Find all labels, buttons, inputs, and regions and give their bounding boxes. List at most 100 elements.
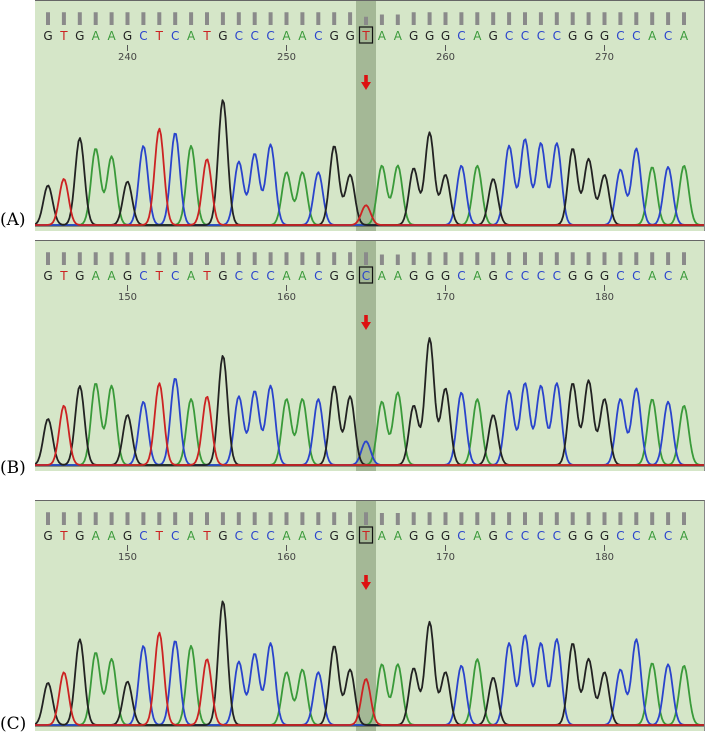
quality-bar [427,252,432,265]
base-call: C [632,269,640,283]
quality-bar [316,252,321,265]
base-call: A [92,269,101,283]
base-call: G [218,529,227,543]
quality-bar [93,252,98,265]
base-call: A [680,269,689,283]
quality-bar [252,12,257,25]
base-call: G [425,529,434,543]
quality-bar [602,12,607,25]
quality-bar [109,252,114,265]
quality-bar [475,12,480,25]
base-call: A [473,29,482,43]
quality-bar [332,12,337,25]
quality-bar [395,254,400,265]
quality-bar [523,252,527,265]
base-call: G [568,29,577,43]
quality-bar [348,252,353,265]
base-call: A [92,529,101,543]
variant-arrow-icon [361,75,371,90]
base-call: C [521,269,529,283]
quality-bar [189,12,194,25]
quality-bar [61,252,66,265]
quality-bar [141,512,146,525]
base-call: C [251,269,259,283]
quality-bar [236,512,241,525]
quality-bar [395,14,400,25]
quality-bar [236,12,241,25]
base-call: A [394,529,403,543]
base-call: T [202,29,211,43]
base-call: G [75,29,84,43]
base-call: A [473,269,482,283]
quality-bar [141,252,146,265]
quality-bar [666,252,671,265]
base-call: G [489,529,498,543]
quality-bar [157,12,162,25]
quality-bar [109,512,114,525]
base-call: T [155,529,164,543]
base-call: G [330,29,339,43]
base-call: A [187,269,196,283]
base-call: G [409,269,418,283]
base-call: C [266,529,274,543]
position-tick-label: 260 [436,52,455,63]
base-call: C [171,529,179,543]
variant-highlight [356,1,376,231]
quality-bar [427,512,432,525]
quality-bar [682,12,686,25]
variant-highlight [356,501,376,731]
variant-highlight [356,241,376,471]
base-call: G [330,529,339,543]
variant-arrow-icon [361,575,371,590]
base-call: A [298,529,307,543]
trace-T [35,631,704,726]
quality-bar [205,12,209,25]
base-call: C [457,29,465,43]
quality-bar [411,512,416,525]
position-tick-label: 160 [277,292,296,303]
quality-bar [554,252,559,265]
variant-box [358,266,374,284]
quality-bar [475,252,480,265]
position-tick-label: 150 [118,292,137,303]
base-call: G [43,529,52,543]
base-call: C [537,269,545,283]
quality-bar [284,512,289,525]
base-call: G [584,29,593,43]
quality-bar [586,12,591,25]
base-call: C [521,529,529,543]
quality-bar [427,12,432,25]
quality-bar [634,12,639,25]
base-call: C [521,29,529,43]
quality-bar [364,16,368,25]
quality-bar [586,252,591,265]
base-call: C [664,29,672,43]
base-call: C [616,29,624,43]
quality-bar [443,12,448,25]
base-call: C [251,29,259,43]
quality-bar [538,12,543,25]
quality-bar [316,12,321,25]
base-call: C [457,269,465,283]
quality-bar [77,12,82,25]
quality-bar [618,12,623,25]
quality-bar [316,512,321,525]
quality-bar [157,512,162,525]
quality-bar [220,12,225,25]
position-tick-label: 250 [277,52,296,63]
quality-bar [586,512,591,525]
quality-bar [634,512,639,525]
base-call: C [139,29,147,43]
base-call: C [171,29,179,43]
quality-bar [682,512,686,525]
quality-bar [650,12,655,25]
base-call: C [139,269,147,283]
base-call: T [59,29,68,43]
position-tick-label: 150 [118,552,137,563]
panel-label-c: (C) [0,714,27,734]
base-call: C [505,529,513,543]
base-call: C [664,269,672,283]
quality-bar [46,12,50,25]
